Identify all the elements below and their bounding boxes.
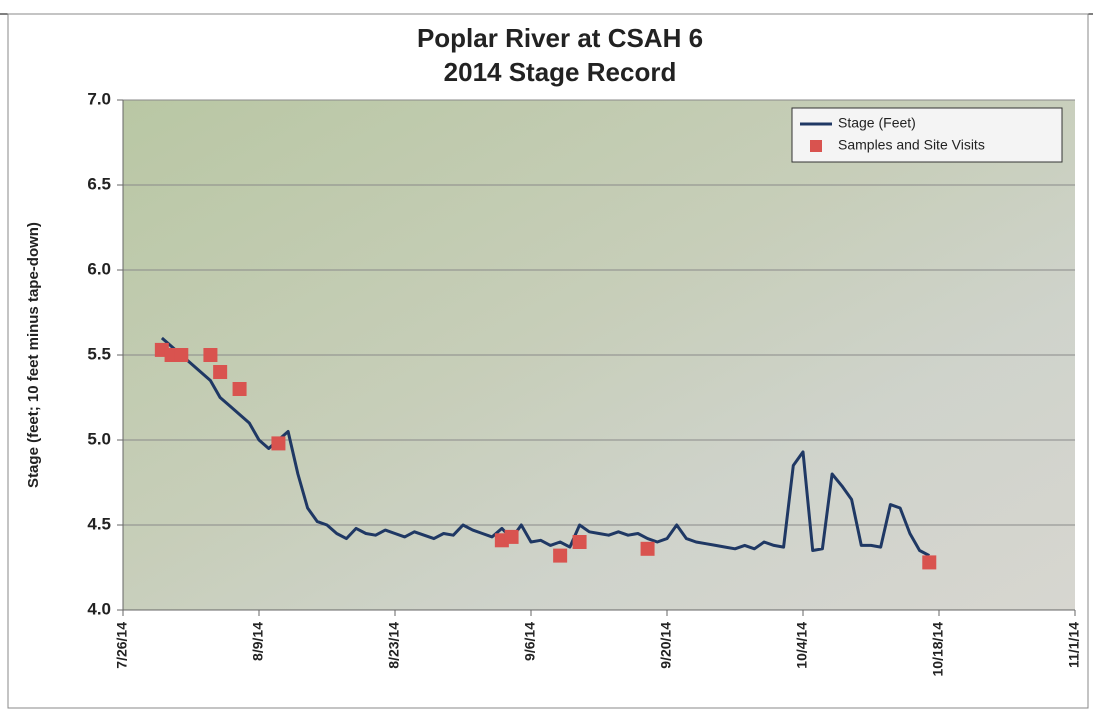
x-tick-label: 7/26/14 (114, 622, 130, 669)
y-tick-label: 4.0 (87, 599, 111, 618)
chart-title: Poplar River at CSAH 6 (417, 23, 703, 53)
y-tick-label: 6.0 (87, 259, 111, 278)
sample-marker (640, 541, 655, 556)
legend-label: Stage (Feet) (838, 115, 916, 131)
sample-marker (213, 365, 228, 379)
y-tick-label: 5.5 (87, 344, 111, 363)
y-tick-label: 6.5 (87, 174, 111, 193)
y-tick-label: 7.0 (87, 89, 111, 108)
x-tick-label: 10/18/14 (930, 622, 946, 677)
sample-marker (922, 555, 937, 570)
y-axis-label: Stage (feet; 10 feet minus tape-down) (25, 222, 42, 488)
sample-marker (553, 548, 568, 563)
x-tick-label: 9/6/14 (522, 622, 538, 661)
y-tick-label: 4.5 (87, 514, 111, 533)
stage-line (160, 336, 930, 557)
sample-marker (174, 348, 189, 362)
sample-marker (504, 529, 519, 544)
sample-marker (203, 348, 218, 362)
x-tick-label: 8/9/14 (250, 622, 266, 661)
legend-label: Samples and Site Visits (838, 137, 985, 153)
legend-box (791, 107, 1063, 163)
y-tick-label: 5.0 (87, 429, 111, 448)
legend-swatch (810, 140, 822, 152)
chart-subtitle: 2014 Stage Record (444, 57, 677, 87)
x-tick-label: 11/1/14 (1066, 622, 1082, 668)
sample-marker (572, 535, 587, 549)
x-tick-label: 9/20/14 (658, 622, 674, 669)
sample-marker (232, 382, 247, 396)
x-tick-label: 10/4/14 (794, 622, 810, 669)
sample-marker (271, 436, 286, 451)
x-tick-label: 8/23/14 (386, 622, 402, 669)
